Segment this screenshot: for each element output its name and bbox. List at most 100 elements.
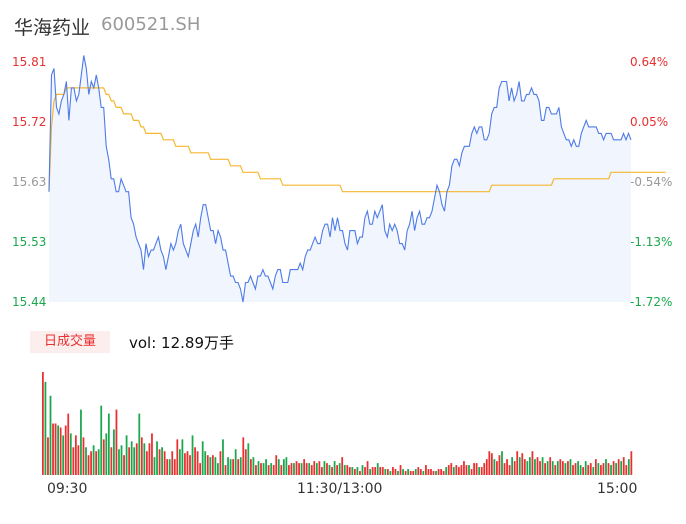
volume-bar	[470, 469, 473, 475]
volume-bar	[242, 437, 245, 475]
volume-bar	[333, 461, 336, 475]
volume-bar	[392, 467, 394, 475]
volume-bar	[564, 463, 567, 475]
volume-bar	[348, 467, 351, 475]
volume-bar	[465, 465, 468, 475]
volume-bar	[125, 435, 128, 475]
volume-bar	[194, 447, 196, 475]
volume-bar	[57, 425, 59, 475]
volume-bar	[138, 413, 141, 475]
volume-bar	[135, 443, 138, 475]
volume-bar	[282, 459, 285, 475]
y-tick-left-3: 15.53	[12, 235, 47, 249]
volume-bar	[364, 467, 366, 475]
volume-bar	[290, 463, 293, 475]
volume-bar	[252, 457, 255, 475]
volume-bar	[49, 395, 52, 475]
volume-bar	[74, 435, 77, 475]
volume-bar	[569, 459, 572, 475]
y-tick-left-4: 15.44	[12, 295, 47, 309]
volume-bar	[582, 467, 585, 475]
volume-bar	[445, 467, 448, 475]
volume-bar	[323, 461, 326, 475]
volume-bar	[589, 463, 592, 475]
volume-bar	[130, 441, 133, 475]
volume-bar	[630, 451, 633, 475]
volume-bar	[308, 463, 311, 475]
volume-bar	[336, 465, 339, 475]
volume-bar	[402, 469, 404, 475]
volume-bar	[219, 451, 222, 475]
volume-bar	[607, 463, 610, 475]
volume-bar	[579, 465, 582, 475]
volume-bar	[369, 469, 371, 475]
volume-bar	[343, 465, 346, 475]
volume-bar	[189, 455, 191, 475]
volume-bar	[615, 463, 618, 475]
volume-bar	[249, 459, 252, 475]
volume-bar	[536, 457, 539, 475]
volume-bar	[574, 463, 577, 475]
volume-bar	[594, 459, 597, 475]
volume-bar	[412, 471, 415, 475]
volume-bar	[506, 459, 508, 475]
volume-bar	[128, 447, 131, 475]
volume-bar	[293, 463, 295, 475]
volume-bar	[211, 455, 214, 475]
volume-bar	[181, 439, 184, 475]
volume-bar	[496, 461, 498, 475]
volume-bar	[42, 372, 44, 475]
volume-bar	[384, 469, 387, 475]
volume-bar	[90, 451, 92, 475]
volume-bar	[430, 469, 432, 475]
volume-bar	[178, 449, 181, 475]
volume-bar	[490, 453, 493, 475]
volume-bar	[161, 447, 163, 475]
price-line	[48, 55, 632, 303]
volume-bar	[381, 467, 384, 475]
volume-bar	[303, 459, 306, 475]
volume-bar	[450, 463, 453, 475]
volume-bar	[452, 467, 455, 475]
volume-bar	[191, 435, 194, 475]
volume-bar	[359, 471, 361, 475]
volume-bar	[295, 461, 298, 475]
volume-bar	[257, 461, 260, 475]
volume-bar	[587, 465, 590, 475]
volume-summary: vol: 12.89万手	[129, 334, 234, 352]
volume-bar	[151, 433, 153, 475]
volume-bar	[310, 465, 313, 475]
volume-bar	[156, 441, 158, 475]
volume-bar	[262, 463, 265, 475]
volume-bar	[217, 463, 219, 475]
volume-bar	[267, 465, 270, 475]
volume-bar	[69, 433, 72, 475]
volume-bar	[584, 461, 587, 475]
volume-bar	[224, 465, 227, 475]
volume-bar	[498, 455, 501, 475]
volume-bar	[166, 459, 169, 475]
volume-bar	[214, 457, 217, 475]
volume-tab[interactable]: 日成交量	[30, 331, 110, 353]
volume-bar	[265, 459, 267, 475]
volume-bar	[87, 455, 90, 475]
volume-bar	[222, 439, 224, 475]
volume-bar	[204, 451, 207, 475]
volume-bar	[85, 447, 87, 475]
volume-bar	[541, 457, 544, 475]
volume-bar	[493, 459, 496, 475]
volume-bar	[113, 429, 115, 475]
y-tick-right-4: -1.72%	[630, 295, 673, 309]
volume-bar	[511, 457, 514, 475]
volume-bar	[123, 455, 125, 475]
volume-bar	[501, 451, 503, 475]
volume-bar	[288, 465, 290, 475]
volume-bar	[102, 439, 105, 475]
volume-bar	[341, 457, 344, 475]
volume-bar	[419, 469, 422, 475]
volume-bar	[447, 465, 450, 475]
volume-bar	[432, 471, 435, 475]
volume-bar	[237, 459, 240, 475]
volume-bar	[110, 447, 113, 475]
